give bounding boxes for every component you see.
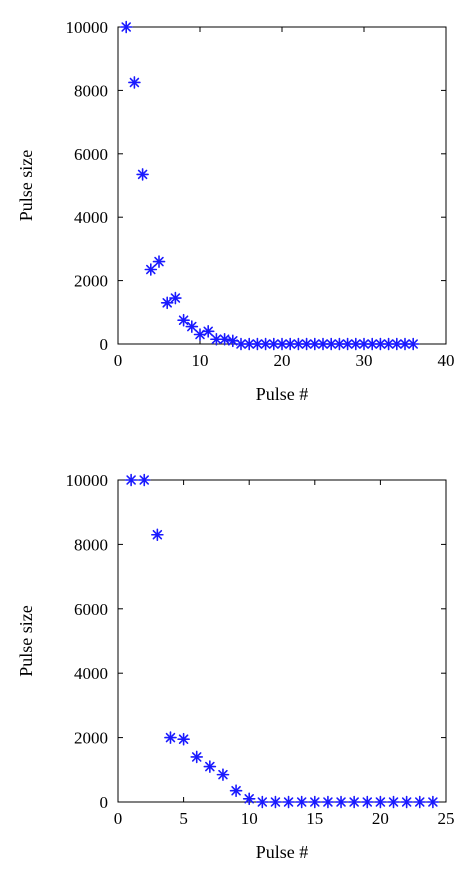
chart-1-x-tick-label: 10 xyxy=(192,351,209,370)
chart-2-data-point xyxy=(216,768,230,781)
chart-1-data-point xyxy=(292,337,305,351)
chart-2-data-point xyxy=(203,760,217,773)
chart-1-y-tick-label: 2000 xyxy=(74,272,108,291)
chart-2-data-point xyxy=(321,795,335,809)
chart-2-data-point xyxy=(308,795,322,809)
chart-2-y-axis-label: Pulse size xyxy=(16,605,36,677)
chart-1-data-point xyxy=(324,337,338,351)
chart-2-data-point xyxy=(151,528,164,542)
chart-2-data-point xyxy=(242,792,256,806)
chart-2-x-tick-label: 0 xyxy=(114,809,123,828)
chart-1-y-tick-label: 0 xyxy=(100,335,109,354)
chart-2-data-point xyxy=(426,795,440,809)
chart-2-data-point xyxy=(295,795,308,809)
chart-1-data-point xyxy=(169,291,182,305)
chart-1-data-point xyxy=(234,337,248,351)
chart-1-data-point xyxy=(406,337,420,351)
chart-2-data-point xyxy=(269,795,282,809)
chart-1-x-tick-label: 30 xyxy=(356,351,373,370)
chart-2-data-point xyxy=(164,731,177,744)
chart-2-data-point xyxy=(347,795,361,809)
chart-2-y-tick-label: 8000 xyxy=(74,535,108,554)
chart-2-data-point xyxy=(137,473,151,487)
chart-1-y-tick-label: 8000 xyxy=(74,81,108,100)
chart-2-data-point xyxy=(334,795,348,809)
chart-2-y-tick-label: 0 xyxy=(100,793,109,812)
pulse-size-chart-2: 0 5 10 15 20 25 0 2000 4000 6000 8000 10000 Pulse # P… xyxy=(16,471,455,862)
chart-2-x-axis-label: Pulse # xyxy=(256,842,309,862)
chart-1-data-point xyxy=(218,332,231,346)
chart-1-data-point xyxy=(152,255,166,268)
pulse-size-chart-1: 0 10 20 30 40 0 2000 4000 6000 8000 10000 Pulse # Pu… xyxy=(16,18,455,404)
chart-2-data-point xyxy=(387,795,400,809)
chart-1-y-axis-label: Pulse size xyxy=(16,150,36,222)
chart-1-data-point xyxy=(160,296,174,310)
chart-1-data-point xyxy=(144,263,158,276)
chart-2-data-point xyxy=(374,795,387,809)
chart-2-data-point xyxy=(282,795,295,809)
chart-1-x-tick-label: 0 xyxy=(114,351,123,370)
chart-2-data-point xyxy=(400,795,413,809)
chart-1-x-tick-label: 20 xyxy=(274,351,291,370)
chart-1-x-axis-label: Pulse # xyxy=(256,384,309,404)
chart-2-data-point xyxy=(124,473,138,487)
chart-1-data-point xyxy=(119,20,133,34)
chart-2-data-point xyxy=(190,750,204,764)
chart-2-data-point xyxy=(360,795,374,809)
chart-2-x-tick-label: 10 xyxy=(241,809,258,828)
chart-2-x-tick-label: 5 xyxy=(179,809,188,828)
chart-2-data-point xyxy=(177,732,190,746)
chart-1-data-point xyxy=(398,337,412,351)
chart-2-y-tick-label: 4000 xyxy=(74,664,108,683)
chart-1-y-tick-label: 6000 xyxy=(74,145,108,164)
chart-1-data-point xyxy=(136,168,149,181)
chart-1-y-tick-label: 4000 xyxy=(74,208,108,227)
chart-1-x-tick-label: 40 xyxy=(438,351,455,370)
chart-2-y-tick-label: 2000 xyxy=(74,729,108,748)
chart-2-x-tick-label: 25 xyxy=(438,809,455,828)
chart-1-plot-frame xyxy=(117,26,447,345)
chart-1-y-tick-label: 10000 xyxy=(66,18,109,37)
chart-2-plot-frame xyxy=(117,479,447,803)
chart-2-data-point xyxy=(413,795,427,809)
chart-1-data-point xyxy=(128,76,141,89)
chart-1-data-point xyxy=(365,337,379,351)
chart-1-data-point xyxy=(357,337,371,351)
chart-2-data-point xyxy=(256,795,269,809)
chart-1-data-point xyxy=(390,337,404,351)
chart-2-y-tick-label: 6000 xyxy=(74,600,108,619)
chart-1-data-point xyxy=(201,325,215,338)
chart-1-data-point xyxy=(177,313,190,327)
chart-2-data-point xyxy=(229,784,243,798)
chart-2-x-tick-label: 20 xyxy=(372,809,389,828)
chart-2-y-tick-label: 10000 xyxy=(66,471,109,490)
chart-2-x-tick-label: 15 xyxy=(306,809,323,828)
chart-1-data-point xyxy=(185,320,199,333)
